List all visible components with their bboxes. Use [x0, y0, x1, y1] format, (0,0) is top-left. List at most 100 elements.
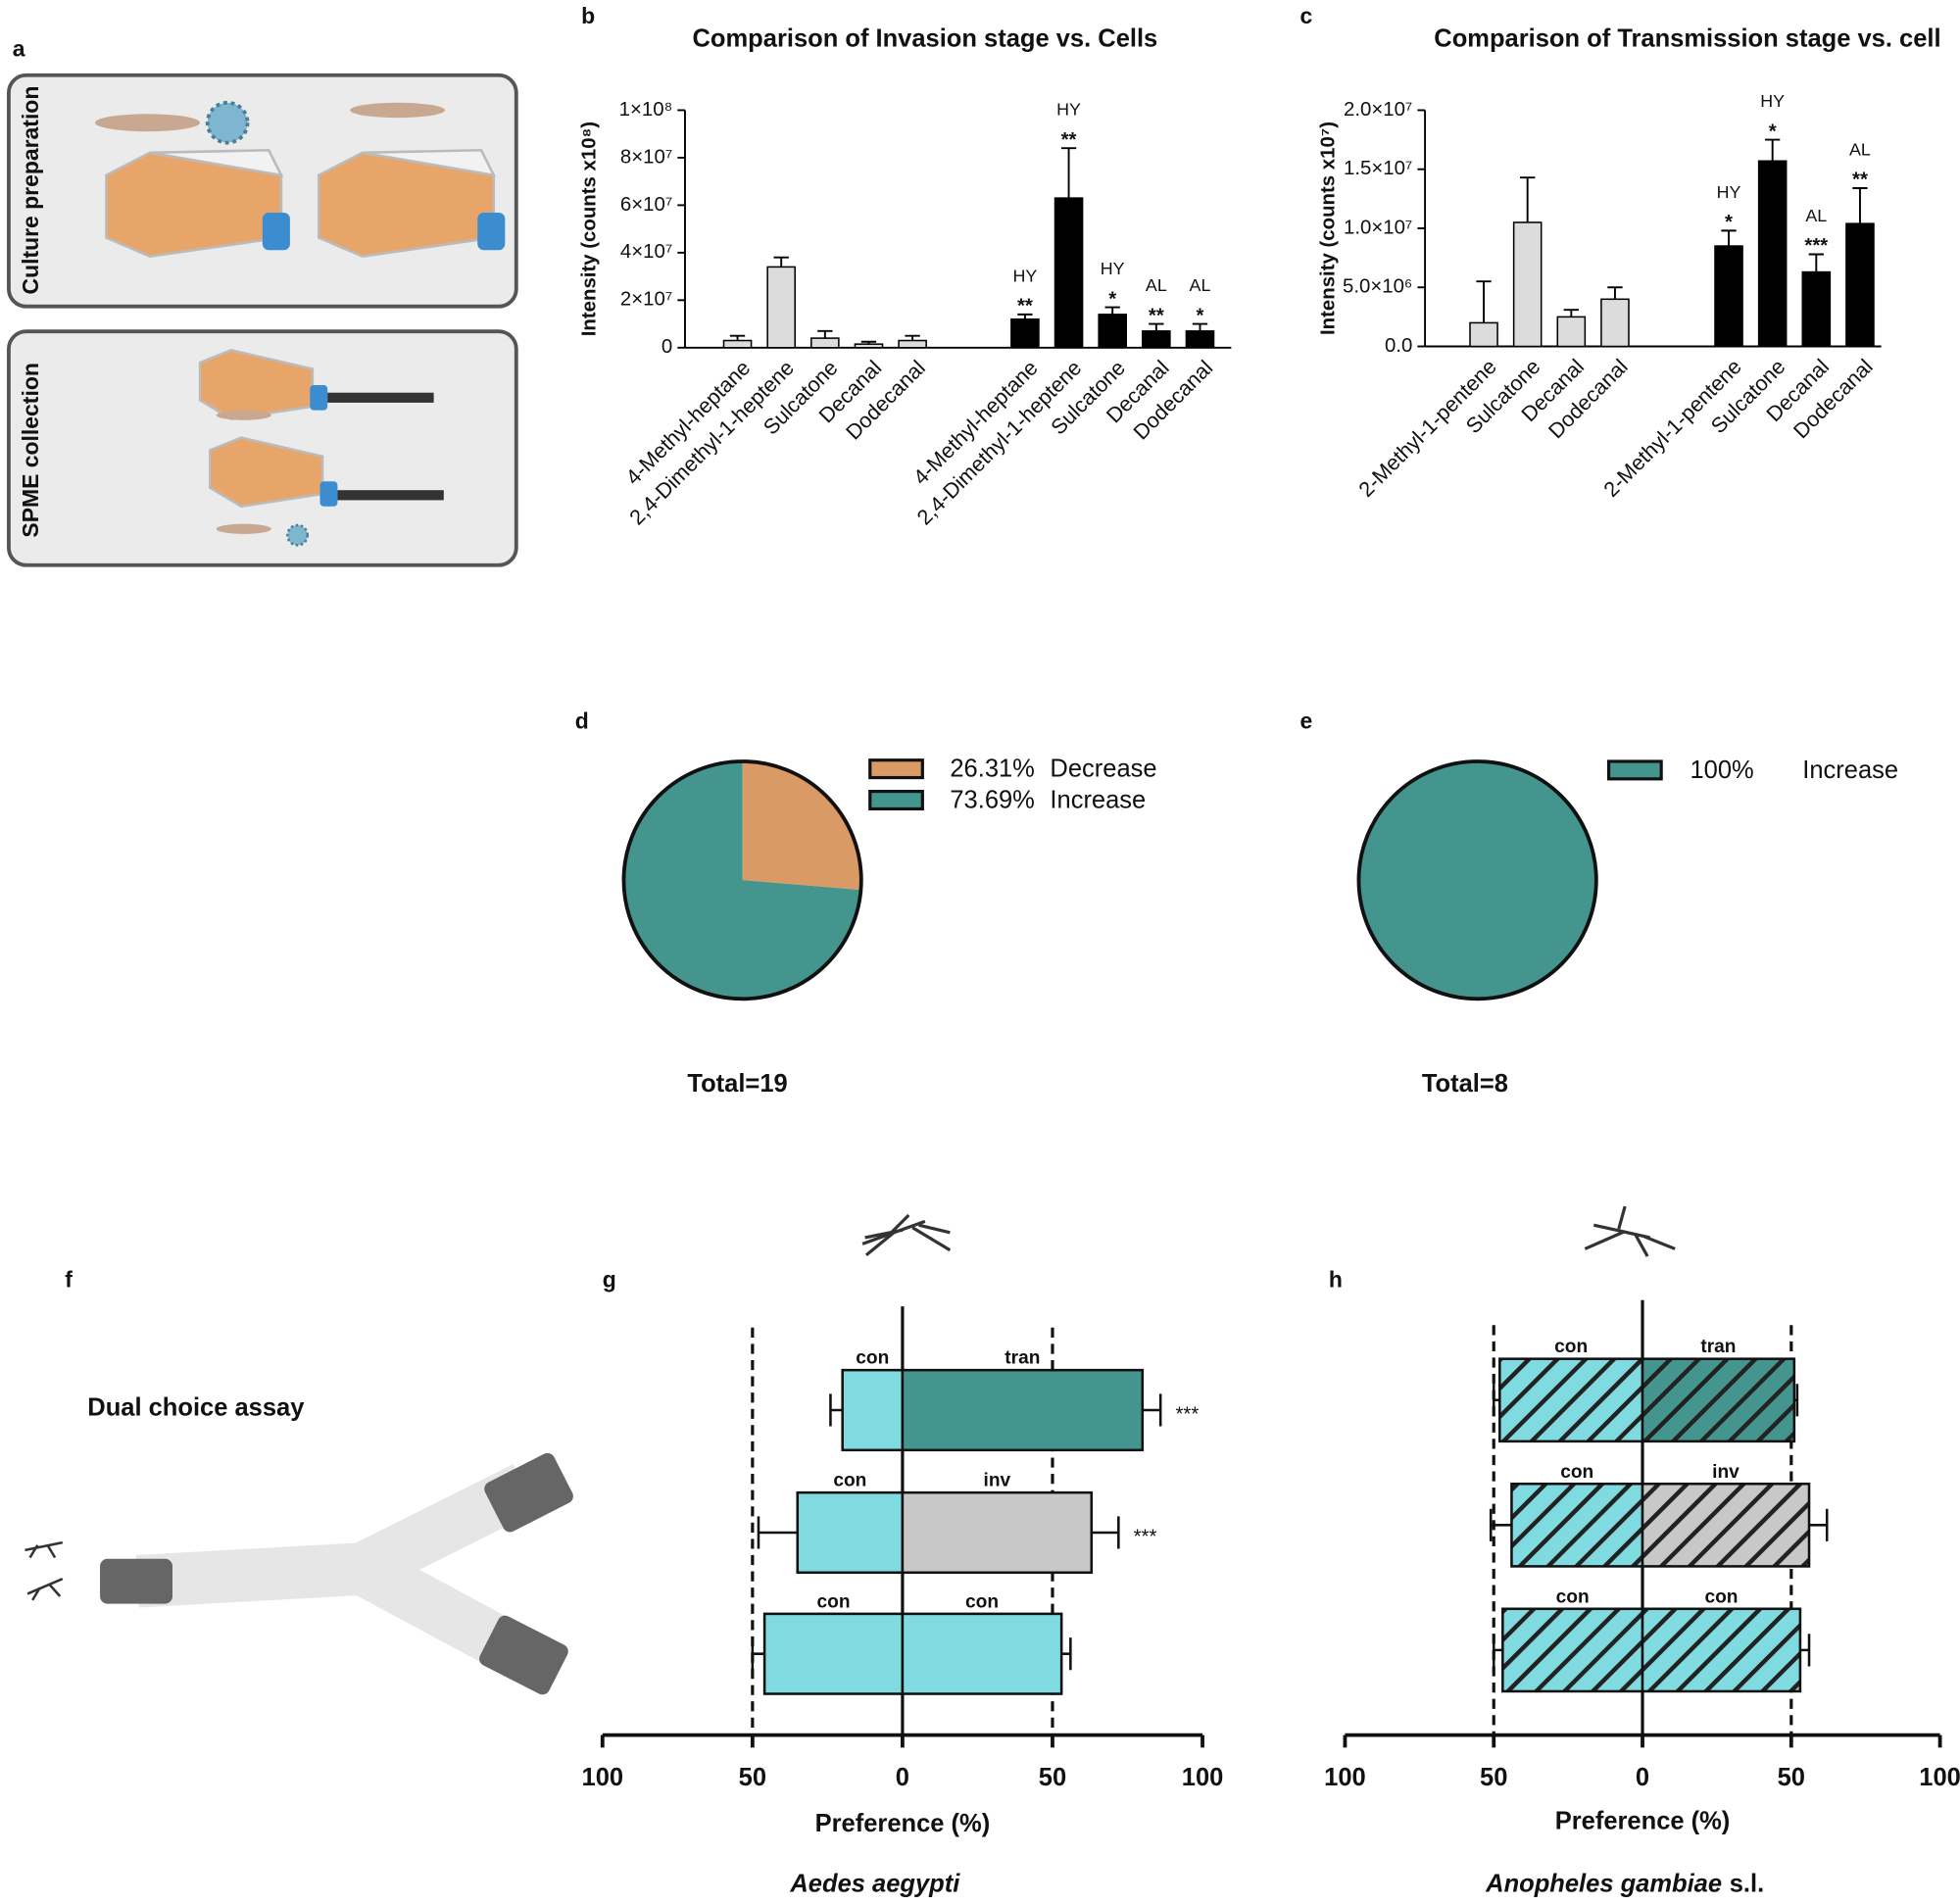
annotation: AL: [1190, 275, 1211, 295]
bar: [1641, 1607, 1802, 1693]
annotation: HY: [1013, 266, 1038, 285]
bar: [1512, 221, 1543, 348]
significance-label: *: [1725, 212, 1733, 233]
bar-label: con: [833, 1471, 866, 1491]
legend-value: 73.69%: [950, 787, 1034, 814]
bar-label: inv: [984, 1471, 1011, 1491]
y-tube: [135, 1464, 538, 1680]
bar: [722, 339, 753, 349]
error-bar: [1489, 1508, 1512, 1541]
error-bar: [1192, 322, 1208, 331]
error-bar: [860, 340, 877, 345]
legend-label: Decrease: [1050, 756, 1156, 783]
syringe: [327, 392, 434, 403]
x-tick-label: 50: [1778, 1764, 1805, 1791]
y-tick-label: 4×10⁷: [620, 241, 672, 263]
bar: [1757, 160, 1788, 348]
bar: [1556, 316, 1587, 348]
x-tick-label: 50: [1039, 1764, 1066, 1791]
bar: [1098, 314, 1127, 349]
y-tick-label: 1.0×10⁷: [1344, 217, 1412, 238]
error-bar: [1017, 313, 1033, 319]
significance-label: **: [1852, 170, 1868, 191]
error-bar: [1476, 280, 1492, 323]
legend-swatch: [868, 758, 924, 780]
bar: [1510, 1482, 1644, 1568]
culture-illustration: [7, 73, 518, 567]
bar-label: con: [856, 1348, 889, 1369]
mosquito: [26, 1577, 64, 1601]
cell: [216, 523, 271, 534]
chart-subtitle: Anopheles gambiae s.l.: [1485, 1870, 1764, 1897]
error-bar: [1793, 1384, 1799, 1417]
bar: [898, 339, 927, 349]
legend-value: 100%: [1690, 757, 1753, 784]
bar: [1142, 330, 1171, 349]
error-bar: [905, 334, 920, 341]
bar: [901, 1612, 1063, 1695]
significance-label: **: [1017, 296, 1033, 317]
mosquito: [24, 1540, 64, 1559]
bar-label: con: [817, 1591, 851, 1612]
cap: [310, 385, 328, 411]
y-tick-label: 2.0×10⁷: [1344, 99, 1412, 121]
bar: [1185, 330, 1215, 349]
y-tick-label: 0: [662, 336, 672, 358]
x-tick-label: 100: [1919, 1764, 1960, 1791]
annotation: HY: [1717, 182, 1741, 202]
significance-label: ***: [1134, 1526, 1157, 1547]
bar: [1600, 298, 1630, 348]
bar: [766, 266, 796, 349]
error-bar: [1104, 306, 1120, 315]
x-axis-label: Preference (%): [1555, 1808, 1731, 1835]
significance-label: **: [1149, 305, 1164, 326]
cell: [94, 114, 201, 132]
significance-label: ***: [1175, 1403, 1199, 1425]
chart-subtitle: Aedes aegypti: [789, 1870, 960, 1897]
bar-label: con: [1560, 1462, 1593, 1483]
subtitle-species: Aedes aegypti: [789, 1870, 960, 1897]
bar: [1501, 1607, 1644, 1693]
error-bar: [1721, 229, 1737, 247]
y-tick-label: 5.0×10⁶: [1343, 276, 1412, 298]
error-bar: [751, 1637, 765, 1671]
error-bar: [1060, 147, 1077, 199]
legend-label: Increase: [1802, 757, 1898, 784]
pie-slice: [1356, 759, 1598, 1001]
subtitle-note: s.l.: [1730, 1870, 1764, 1897]
error-bar: [1492, 1384, 1500, 1417]
bar: [1641, 1357, 1796, 1443]
bar-label: tran: [1004, 1348, 1040, 1369]
significance-label: *: [1197, 305, 1204, 326]
pie-slice: [742, 760, 861, 891]
y-tick-label: 6×10⁷: [620, 194, 672, 216]
error-bar: [1149, 322, 1164, 331]
bar: [1498, 1357, 1644, 1443]
bar-label: inv: [1712, 1462, 1740, 1483]
legend-swatch: [868, 790, 924, 811]
annotation: HY: [1101, 259, 1125, 278]
error-bar: [1809, 1508, 1829, 1541]
error-bar: [1607, 286, 1623, 300]
subtitle-species: Anopheles gambiae: [1485, 1870, 1722, 1897]
panel-label: b: [581, 3, 595, 28]
y-tick-label: 1.5×10⁷: [1344, 158, 1412, 179]
bar: [1469, 321, 1498, 348]
error-bar: [1061, 1637, 1072, 1671]
flask-top: [149, 148, 284, 177]
error-bar: [1852, 187, 1868, 224]
x-tick-label: 0: [896, 1764, 909, 1791]
y-axis-label: Intensity (counts x10⁸): [578, 122, 600, 336]
annotation: AL: [1849, 139, 1871, 159]
y-tick-label: 0.0: [1385, 335, 1412, 357]
panel-label: e: [1300, 708, 1313, 734]
bar-label: tran: [1700, 1337, 1736, 1357]
flask-top: [362, 148, 497, 177]
y-tick-label: 2×10⁷: [620, 289, 672, 311]
x-axis-label: Preference (%): [815, 1810, 991, 1837]
mosquito-icons: [861, 1205, 1676, 1257]
bar-label: con: [965, 1591, 999, 1612]
legend-swatch: [1606, 759, 1663, 781]
significance-label: **: [1061, 129, 1077, 151]
